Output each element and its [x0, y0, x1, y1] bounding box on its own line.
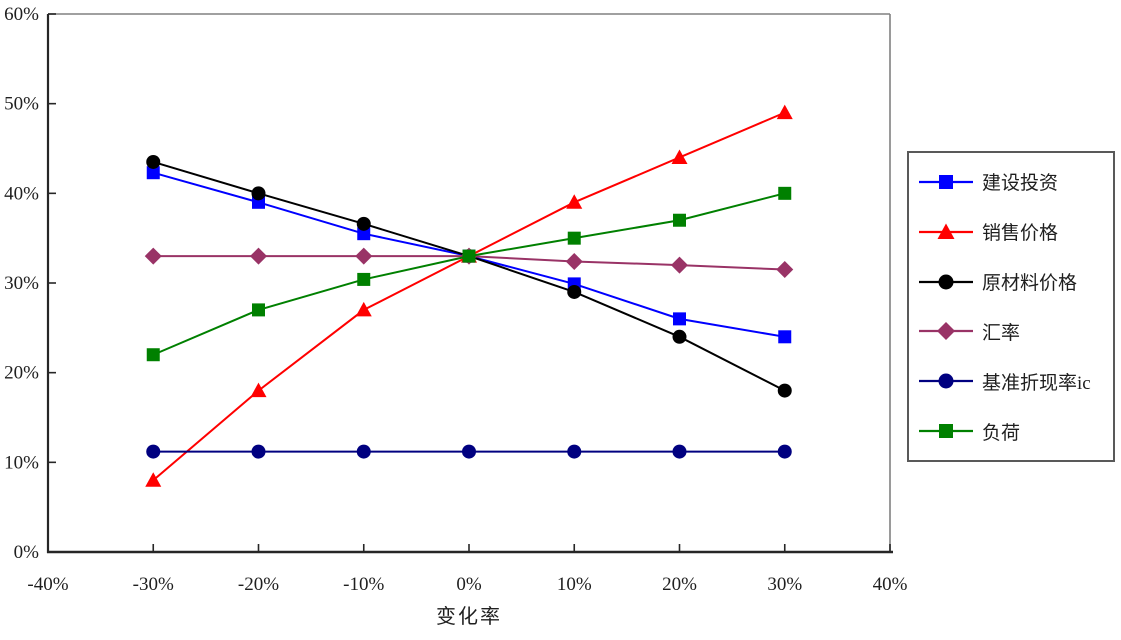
- series-原材料价格: [146, 154, 792, 398]
- legend-label: 原材料价格: [982, 273, 1078, 295]
- x-axis-title: 变化率: [436, 606, 502, 628]
- y-tick-label: 50%: [4, 94, 39, 115]
- data-point-marker: [357, 272, 371, 286]
- y-tick-label: 10%: [4, 452, 39, 473]
- data-point-marker: [938, 373, 954, 389]
- y-tick-label: 30%: [4, 273, 39, 294]
- data-point-marker: [939, 424, 953, 439]
- data-point-marker: [776, 104, 793, 120]
- data-point-marker: [778, 186, 792, 200]
- data-point-marker: [462, 249, 476, 263]
- legend-item-负荷: 负荷: [919, 418, 1111, 445]
- legend-marker-circle: [919, 373, 973, 389]
- legend-marker-diamond: [919, 322, 973, 341]
- data-point-marker: [251, 186, 266, 201]
- data-point-marker: [565, 252, 583, 270]
- series-销售价格: [145, 104, 793, 487]
- data-point-marker: [355, 247, 373, 265]
- data-point-marker: [567, 231, 581, 245]
- series-line: [152, 160, 786, 392]
- data-point-marker: [144, 247, 162, 265]
- x-tick-label: 0%: [456, 574, 482, 595]
- y-tick-label: 40%: [4, 183, 39, 204]
- data-point-marker: [146, 154, 161, 169]
- series-负荷: [146, 186, 792, 362]
- data-point-marker: [567, 444, 582, 459]
- data-point-marker: [250, 247, 267, 265]
- data-point-marker: [356, 444, 371, 459]
- data-point-marker: [462, 444, 476, 459]
- y-tick-label: 0%: [14, 542, 40, 563]
- data-point-marker: [146, 348, 160, 362]
- data-point-marker: [671, 149, 688, 164]
- legend-marker-square: [919, 174, 973, 189]
- legend-label: 建设投资: [982, 173, 1059, 195]
- series-基准折现率ic: [146, 444, 792, 459]
- x-tick-label: -40%: [27, 574, 68, 595]
- data-point-marker: [938, 274, 954, 290]
- data-point-marker: [251, 444, 266, 459]
- legend-label: 销售价格: [982, 223, 1059, 245]
- data-point-marker: [566, 194, 583, 209]
- x-tick-label: -20%: [238, 574, 279, 595]
- legend-item-建设投资: 建设投资: [919, 168, 1111, 195]
- data-point-marker: [778, 330, 792, 344]
- x-tick-label: 20%: [662, 574, 697, 595]
- series-line: [152, 111, 786, 482]
- data-point-marker: [937, 223, 955, 239]
- data-point-marker: [252, 303, 265, 317]
- x-tick-label: 10%: [557, 574, 592, 595]
- data-point-marker: [671, 256, 688, 274]
- data-point-marker: [146, 166, 160, 180]
- y-tick-label: 60%: [4, 4, 39, 25]
- x-tick-label: -10%: [343, 574, 384, 595]
- legend-label: 负荷: [982, 422, 1021, 444]
- legend-item-销售价格: 销售价格: [919, 218, 1111, 245]
- data-point-marker: [937, 322, 955, 341]
- data-point-marker: [776, 261, 794, 279]
- legend-item-基准折现率ic: 基准折现率ic: [919, 368, 1111, 395]
- legend-marker-triangle: [919, 223, 973, 239]
- legend-item-原材料价格: 原材料价格: [919, 268, 1111, 295]
- legend-box: 建设投资销售价格原材料价格汇率基准折现率ic 负荷: [907, 151, 1115, 462]
- series-line: [152, 192, 785, 356]
- data-point-marker: [355, 301, 372, 317]
- data-point-marker: [356, 216, 371, 231]
- data-point-marker: [357, 227, 371, 241]
- data-point-marker: [777, 383, 792, 398]
- y-tick-label: 20%: [4, 363, 39, 384]
- data-point-marker: [673, 213, 686, 227]
- legend-label: 汇率: [982, 322, 1021, 344]
- data-point-marker: [672, 444, 687, 459]
- data-point-marker: [146, 444, 161, 459]
- x-tick-label: 40%: [873, 574, 908, 595]
- data-point-marker: [567, 284, 582, 299]
- data-point-marker: [939, 174, 953, 189]
- data-point-marker: [777, 444, 792, 459]
- data-point-marker: [145, 472, 162, 487]
- data-point-marker: [250, 382, 267, 398]
- x-tick-label: -30%: [133, 574, 174, 595]
- x-tick-label: 30%: [767, 574, 802, 595]
- data-point-marker: [673, 312, 686, 326]
- legend-label: 基准折现率ic: [982, 372, 1091, 394]
- legend-item-汇率: 汇率: [919, 318, 1111, 345]
- legend-marker-circle: [919, 274, 973, 290]
- data-point-marker: [672, 329, 687, 344]
- legend-marker-square: [919, 424, 973, 439]
